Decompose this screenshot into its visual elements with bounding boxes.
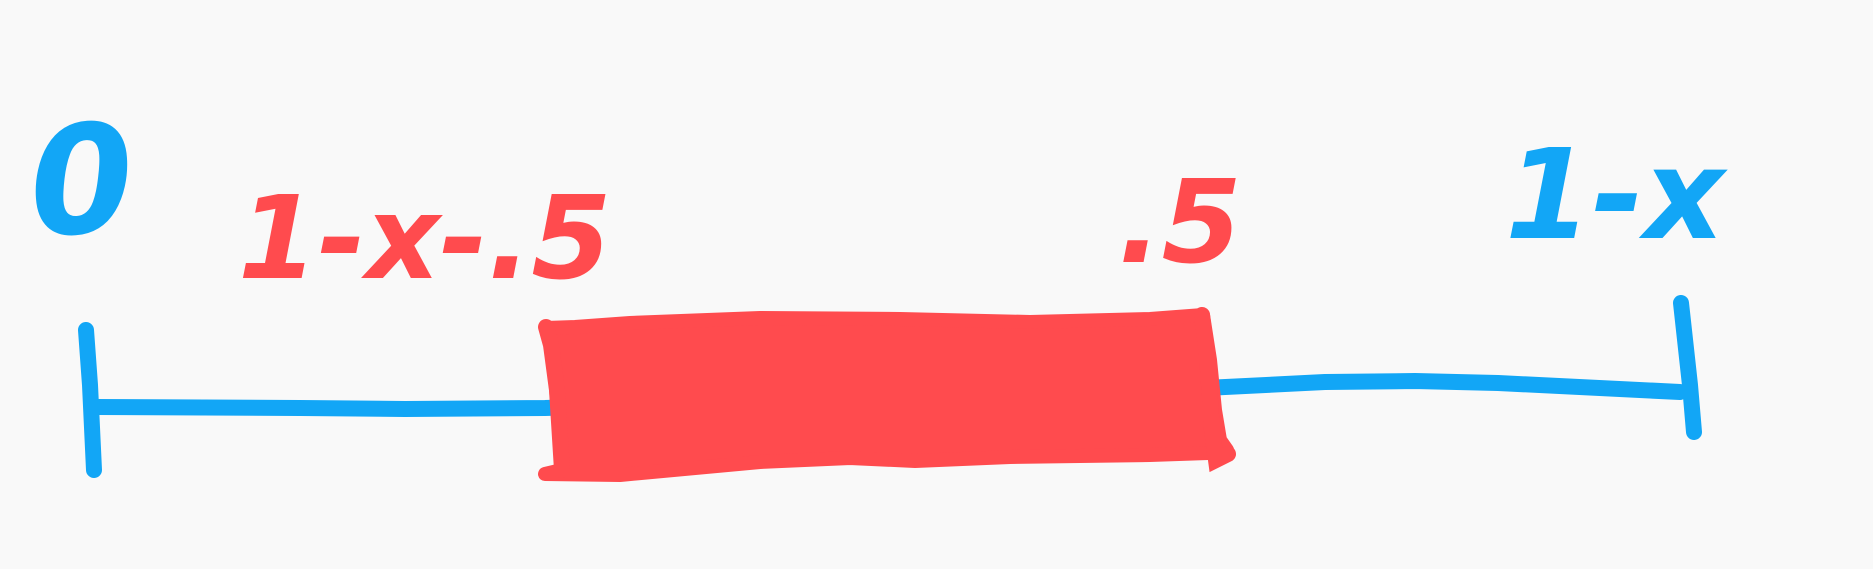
interval-left-edge-stroke — [538, 319, 570, 478]
interval-right-edge-stroke — [1194, 307, 1236, 473]
left-end-tick — [78, 322, 102, 478]
left-end-label: 0 — [24, 91, 140, 272]
right-end-label: 1-x — [1505, 123, 1728, 268]
interval-right-label: .5 — [1118, 156, 1242, 290]
shaded-interval — [538, 308, 1234, 482]
interval-left-label: 1-x-.5 — [238, 172, 611, 306]
right-end-tick — [1673, 295, 1702, 440]
